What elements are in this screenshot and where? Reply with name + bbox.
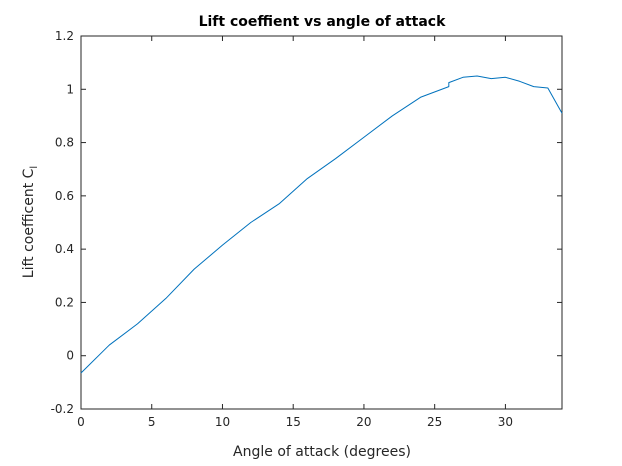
y-tick-label: 1 (66, 82, 74, 96)
y-tick-label: 0 (66, 349, 74, 363)
plot-area: 0 5 10 15 20 25 30-0.200.20.40.60.811.2 (51, 29, 563, 429)
x-axis-label: Angle of attack (degrees) (233, 444, 411, 460)
x-tick-label: 15 (286, 415, 301, 429)
y-tick-label: 0.6 (55, 189, 74, 203)
x-tick-label: 0 (77, 415, 85, 429)
y-tick-label: 0.8 (55, 136, 74, 150)
chart-title: Lift coeffient vs angle of attack (199, 14, 447, 30)
y-axis-label: Lift coefficent Cl (21, 166, 40, 278)
x-tick-label: 25 (427, 415, 442, 429)
y-tick-label: 0.2 (55, 295, 74, 309)
y-tick-label: -0.2 (51, 402, 74, 416)
y-tick-label: 0.4 (55, 242, 74, 256)
y-tick-label: 1.2 (55, 29, 74, 43)
x-tick-label: 5 (148, 415, 156, 429)
axes-box (80, 35, 563, 410)
lift-coefficient-line (80, 75, 563, 374)
x-tick-label: 30 (498, 415, 513, 429)
x-tick-label: 20 (356, 415, 371, 429)
y-axis-label-subscript: l (29, 166, 40, 169)
y-axis-label-main: Lift coefficent C (21, 168, 37, 278)
x-tick-label: 10 (215, 415, 230, 429)
